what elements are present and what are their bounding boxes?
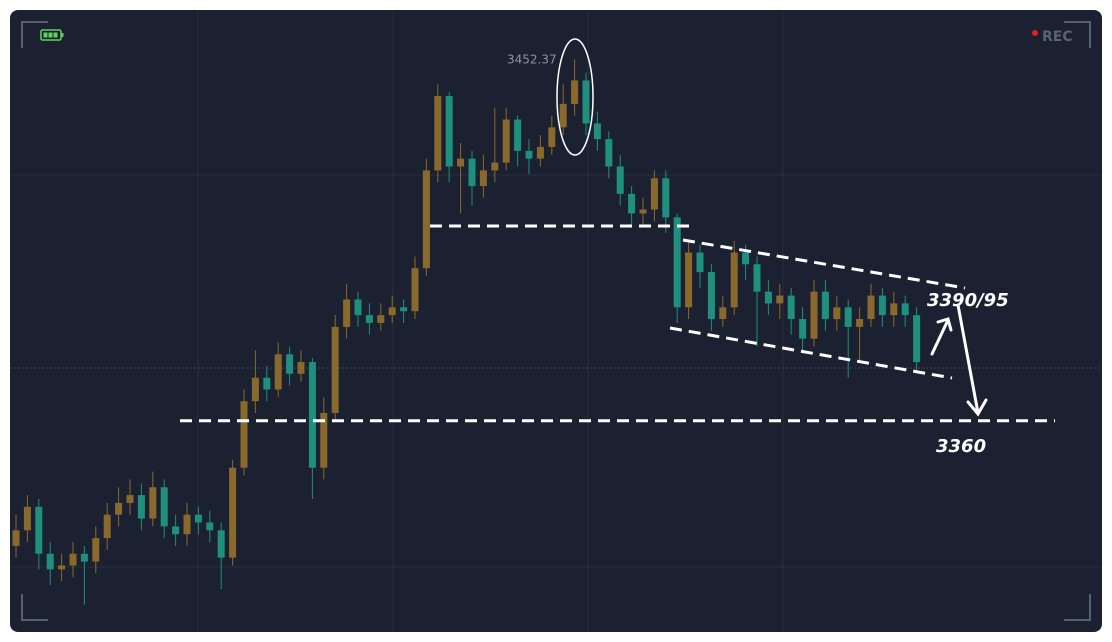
candle-body — [628, 193, 636, 214]
candle-body — [400, 307, 408, 312]
rec-dot — [1032, 30, 1038, 36]
candle-body — [696, 252, 704, 273]
candle-body — [183, 514, 191, 535]
candle-body — [730, 252, 738, 308]
candle-body — [514, 119, 522, 151]
candle-body — [867, 295, 875, 320]
candle-body — [753, 264, 761, 292]
candle-body — [445, 96, 453, 167]
corner-brackets — [21, 21, 1091, 621]
candle-body — [650, 178, 658, 210]
candle-body — [559, 103, 567, 128]
candle-body — [468, 158, 476, 187]
candle-body — [764, 291, 772, 304]
candle-body — [172, 526, 180, 535]
candle-body — [821, 291, 829, 320]
candle-body — [251, 377, 259, 402]
candle-body — [354, 299, 362, 316]
candle-body — [12, 530, 20, 546]
candle-body — [502, 119, 510, 163]
rec-label: REC — [1042, 29, 1073, 45]
arrows — [930, 303, 988, 417]
candle-body — [23, 506, 31, 531]
candle-body — [229, 467, 237, 558]
candle-body — [810, 291, 818, 339]
candle-body — [673, 217, 681, 308]
candle-body — [217, 530, 225, 558]
candle-body — [46, 553, 54, 570]
candle-body — [115, 502, 123, 515]
candle-body — [662, 178, 670, 218]
candle-body — [856, 319, 864, 327]
candle-body — [685, 252, 693, 308]
candle-body — [365, 315, 373, 323]
candle-body — [160, 487, 168, 527]
candle-body — [799, 319, 807, 339]
candle-body — [320, 412, 328, 468]
candle-body — [605, 139, 613, 167]
top-ellipse — [556, 38, 594, 156]
candle-body — [297, 362, 305, 374]
candle-body — [422, 170, 430, 269]
candle-body — [582, 80, 590, 124]
candle-body — [388, 307, 396, 316]
candle-body — [92, 538, 100, 562]
candle-body — [742, 252, 750, 265]
candle-body — [787, 295, 795, 320]
candle-body — [878, 295, 886, 316]
target-label: 3390/95 — [927, 290, 1009, 311]
candle-body — [58, 565, 66, 570]
candles — [12, 59, 921, 605]
candle-body — [286, 354, 294, 374]
candle-body — [833, 307, 841, 320]
candle-body — [457, 158, 465, 167]
candle-body — [69, 553, 77, 566]
candle-body — [240, 401, 248, 468]
candle-body — [571, 80, 579, 104]
candle-body — [536, 146, 544, 159]
candle-body — [913, 315, 921, 363]
candle-body — [149, 487, 157, 519]
candle-body — [194, 514, 202, 523]
candle-body — [263, 377, 271, 390]
grid — [10, 10, 1102, 632]
candle-body — [890, 303, 898, 316]
candle-body — [206, 522, 214, 531]
candle-body — [137, 495, 145, 519]
candle-body — [525, 150, 533, 159]
candle-body — [80, 553, 88, 562]
candle-body — [331, 326, 339, 413]
support-label: 3360 — [936, 436, 986, 457]
candle-body — [126, 495, 134, 503]
trend-lines — [430, 224, 966, 380]
panel — [10, 10, 1102, 632]
candle-body — [434, 96, 442, 171]
candle-body — [719, 307, 727, 320]
candle-body — [491, 162, 499, 171]
candle-body — [593, 123, 601, 140]
candle-body — [274, 354, 282, 390]
battery-icon — [40, 29, 64, 41]
candle-body — [776, 295, 784, 304]
candle-body — [377, 315, 385, 323]
candle-body — [639, 209, 647, 214]
candle-body — [707, 272, 715, 320]
candle-body — [308, 362, 316, 468]
candle-body — [103, 514, 111, 539]
candle-body — [343, 299, 351, 327]
candle-body — [479, 170, 487, 187]
high-label: 3452.37 — [507, 52, 557, 66]
candle-body — [548, 127, 556, 147]
candle-body — [35, 506, 43, 554]
candle-body — [616, 166, 624, 194]
candle-body — [901, 303, 909, 316]
candle-body — [411, 268, 419, 312]
candle-body — [844, 307, 852, 327]
